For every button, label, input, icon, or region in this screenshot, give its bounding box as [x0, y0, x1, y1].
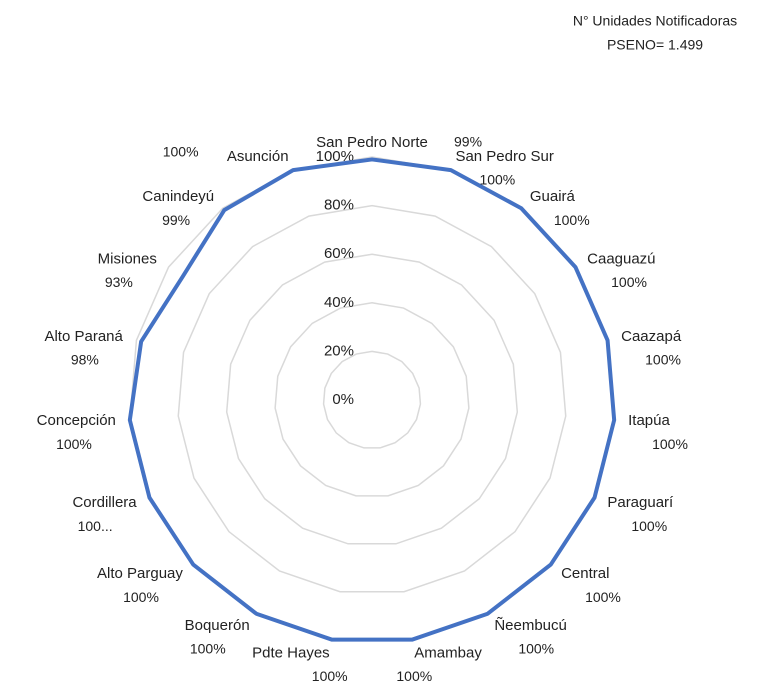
value-label: 100% — [479, 172, 515, 188]
grid-ring — [178, 206, 565, 592]
value-label: 100% — [554, 212, 590, 228]
value-label: 100% — [56, 436, 92, 452]
value-label: 100% — [631, 518, 667, 534]
category-label: Boquerón — [185, 617, 250, 634]
category-label: San Pedro Norte — [316, 134, 428, 151]
category-label: Asunción — [227, 148, 289, 165]
category-label: Central — [561, 565, 609, 582]
value-label: 100% — [190, 641, 226, 657]
grid-ring — [275, 303, 469, 496]
chart: N° Unidades Notificadoras PSENO= 1.499 0… — [0, 0, 770, 691]
category-label: Amambay — [414, 644, 482, 661]
grid-ring — [227, 254, 518, 544]
value-label: 100% — [611, 274, 647, 290]
chart-subtitle: PSENO= 1.499 — [607, 37, 703, 53]
category-label: Guairá — [530, 188, 576, 205]
category-label: Canindeyú — [142, 188, 214, 205]
value-label: 100% — [518, 641, 554, 657]
r-tick-label: 40% — [324, 294, 354, 311]
category-label: Caaguazú — [587, 250, 655, 267]
r-tick-label: 60% — [324, 245, 354, 262]
value-label: 100% — [163, 144, 199, 160]
value-label: 100% — [645, 352, 681, 368]
value-label: 98% — [71, 352, 99, 368]
value-label: 93% — [105, 274, 133, 290]
category-label: Caazapá — [621, 328, 682, 345]
r-tick-label: 80% — [324, 197, 354, 214]
value-label: 100% — [123, 589, 159, 605]
category-label: San Pedro Sur — [455, 148, 553, 165]
value-label: 100% — [585, 589, 621, 605]
value-label: 100% — [652, 436, 688, 452]
category-label: Paraguarí — [607, 494, 674, 511]
r-tick-label: 0% — [332, 391, 354, 408]
category-label: Cordillera — [72, 494, 137, 511]
category-label: Alto Parguay — [97, 565, 183, 582]
category-label: Pdte Hayes — [252, 644, 330, 661]
value-label: 99% — [162, 212, 190, 228]
category-label: Ñeembucú — [494, 617, 567, 634]
category-label: Misiones — [98, 250, 157, 267]
category-label: Concepción — [37, 412, 116, 429]
data-line — [130, 159, 614, 639]
chart-title: N° Unidades Notificadoras — [573, 13, 737, 29]
r-tick-label: 20% — [324, 342, 354, 359]
value-label: 100... — [78, 518, 113, 534]
category-label: Itapúa — [628, 412, 670, 429]
value-label: 100% — [396, 668, 432, 684]
value-label: 100% — [312, 668, 348, 684]
category-label: Alto Paraná — [44, 328, 123, 345]
